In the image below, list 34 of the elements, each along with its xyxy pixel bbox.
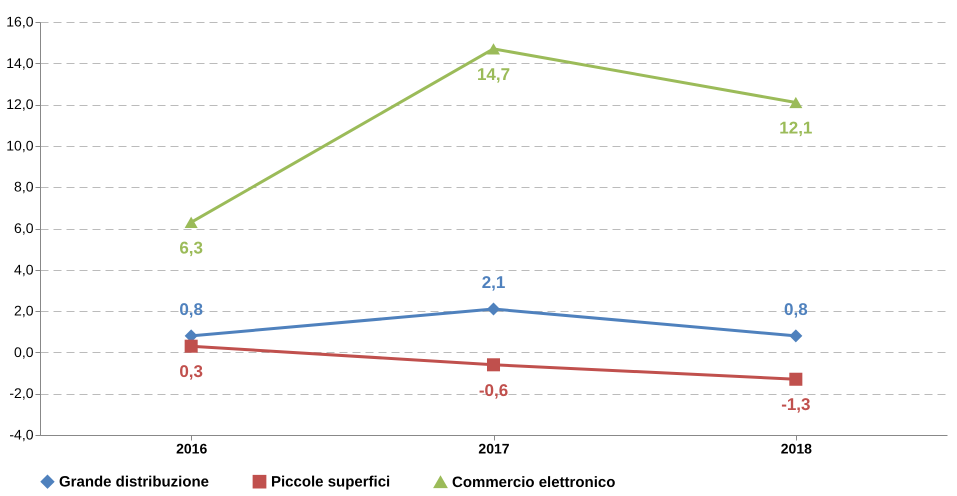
data-label: 12,1 (779, 118, 812, 138)
data-label: 14,7 (476, 64, 510, 84)
point (789, 329, 802, 342)
point (486, 302, 500, 316)
data-label: 0,3 (179, 362, 203, 382)
data-label: 0,8 (179, 300, 203, 319)
y-tick-label: 0,0 (14, 344, 34, 360)
legend-label: Commercio elettronico (452, 474, 616, 492)
legend-label: Piccole superfici (271, 474, 390, 491)
y-tick-label: 16,0 (6, 14, 34, 30)
data-label: -1,3 (781, 395, 810, 414)
data-label: -0,6 (478, 380, 508, 400)
y-tick-label: 14,0 (6, 54, 34, 71)
y-tick-label: 2,0 (14, 302, 34, 319)
y-tick-label: 8,0 (14, 178, 34, 195)
point (184, 340, 198, 353)
y-tick-label: -4,0 (9, 426, 34, 442)
x-tick-label: 2018 (780, 440, 812, 456)
y-tick-label: 10,0 (6, 137, 34, 154)
point (789, 96, 802, 108)
data-label: 6,3 (179, 238, 203, 258)
y-tick-label: 4,0 (14, 261, 34, 278)
legend-label: Grande distribuzione (59, 474, 210, 491)
y-tick-label: -2,0 (9, 385, 34, 402)
point (789, 372, 802, 386)
point (486, 43, 500, 54)
data-label: 2,1 (482, 273, 506, 292)
point (486, 358, 500, 372)
x-tick-label: 2016 (176, 440, 208, 456)
y-tick-label: 6,0 (14, 220, 34, 236)
data-label: 0,8 (784, 300, 808, 319)
x-tick-label: 2017 (478, 440, 510, 456)
point (184, 216, 198, 228)
y-tick-label: 12,0 (6, 96, 34, 112)
